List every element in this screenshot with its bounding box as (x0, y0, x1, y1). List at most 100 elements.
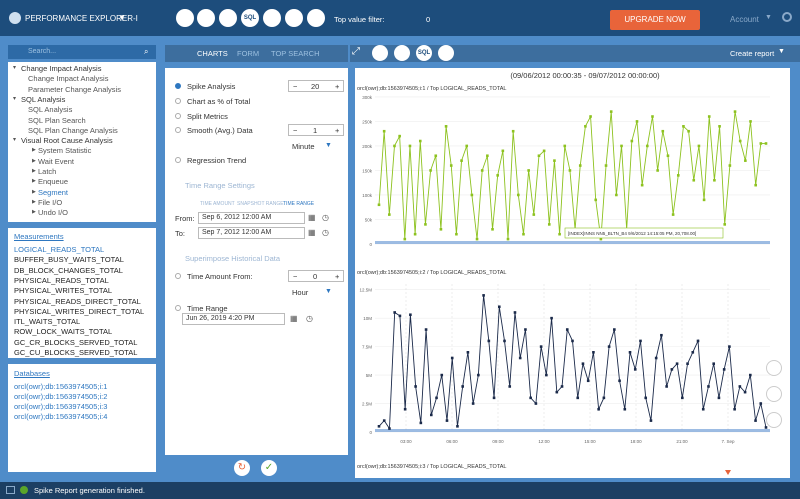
settings-icon[interactable] (782, 12, 792, 22)
form-tab[interactable]: TOP SEARCH (271, 49, 320, 58)
measurement[interactable]: PHYSICAL_WRITES_TOTAL (14, 286, 113, 296)
app-name[interactable]: PERFORMANCE EXPLORER-I (25, 14, 138, 23)
tree-item[interactable]: Enqueue (38, 177, 69, 187)
toolbar-button[interactable] (285, 9, 303, 27)
date-input[interactable]: Sep 7, 2012 12:00 AM (198, 227, 305, 239)
select-arrow[interactable]: ▼ (325, 288, 332, 295)
data-point (553, 159, 556, 162)
calendar-icon[interactable]: ▦ (290, 314, 298, 323)
tree-group[interactable]: SQL Analysis (21, 94, 66, 104)
tree-item[interactable]: Change Impact Analysis (28, 74, 109, 84)
database[interactable]: orcl(owr);db:1563974505;i:3 (14, 402, 108, 411)
tree-item[interactable]: Latch (38, 167, 57, 176)
form-tab[interactable]: FORM (237, 49, 260, 58)
spinner[interactable]: −20 + (288, 80, 344, 92)
select[interactable]: Hour (292, 288, 309, 297)
tree-item[interactable]: Segment (38, 187, 69, 197)
select-arrow[interactable]: ▼ (325, 142, 332, 149)
tree-item[interactable]: SQL Analysis (28, 105, 73, 115)
tree-group[interactable]: Change Impact Analysis (21, 64, 102, 73)
tree-group[interactable]: Visual Root Cause Analysis (21, 136, 113, 146)
account-arrow[interactable]: ▼ (765, 14, 772, 21)
measurement[interactable]: GC_CU_BLOCKS_SERVED_TOTAL (14, 348, 138, 357)
tree-toggle[interactable]: ▶ (32, 188, 36, 195)
toolbar-button[interactable] (438, 45, 454, 61)
data-point (491, 227, 494, 231)
clock-icon[interactable]: ◷ (322, 213, 329, 222)
tree-toggle[interactable]: ▶ (32, 178, 36, 185)
calendar-icon[interactable]: ▦ (308, 213, 316, 222)
toolbar-sql[interactable]: SQL (416, 45, 432, 61)
create-report[interactable]: Create report (730, 49, 775, 58)
radio[interactable] (175, 305, 181, 311)
radio[interactable] (175, 127, 181, 133)
measurement[interactable]: PHYSICAL_READS_DIRECT_TOTAL (14, 296, 141, 306)
toolbar-button[interactable] (307, 9, 325, 27)
tree-toggle[interactable]: ▾ (13, 95, 17, 102)
toolbar-button[interactable] (197, 9, 215, 27)
date-input[interactable]: Jun 26, 2019 4:20 PM (182, 313, 285, 325)
toolbar-sql[interactable]: SQL (241, 9, 259, 27)
measurement[interactable]: BUFFER_BUSY_WAITS_TOTAL (14, 255, 124, 265)
tree-item[interactable]: System Statistic (38, 146, 92, 156)
tree-item[interactable]: SQL Plan Search (28, 115, 86, 125)
spinner[interactable]: −1 + (288, 124, 344, 136)
clock-icon[interactable]: ◷ (322, 228, 329, 237)
form-tab[interactable]: CHARTS (197, 49, 228, 58)
tree-item[interactable]: Undo I/O (38, 208, 69, 218)
range-tab[interactable]: SNAPSHOT RANGE (237, 201, 284, 207)
measurement[interactable]: ITL_WAITS_TOTAL (14, 317, 81, 327)
tree-toggle[interactable]: ▶ (32, 168, 36, 174)
create-report-arrow[interactable]: ▼ (778, 48, 785, 55)
database[interactable]: orcl(owr);db:1563974505;i:4 (14, 412, 108, 421)
tree-toggle[interactable]: ▶ (32, 209, 36, 216)
upgrade-button[interactable]: UPGRADE NOW (610, 10, 700, 30)
app-menu-arrow[interactable]: ▼ (118, 13, 126, 22)
search-box[interactable]: Search... ⌕ (8, 45, 156, 59)
spinner[interactable]: −0 + (288, 270, 344, 282)
measurement[interactable]: LOGICAL_READS_TOTAL (14, 245, 105, 254)
apply-button[interactable]: ✓ (261, 460, 277, 476)
measurement[interactable]: ROW_LOCK_WAITS_TOTAL (14, 327, 113, 337)
radio[interactable] (175, 157, 181, 163)
radio[interactable] (175, 113, 181, 119)
toolbar-button[interactable] (394, 45, 410, 61)
tree-toggle[interactable]: ▶ (32, 147, 36, 154)
measurement[interactable]: PHYSICAL_WRITES_DIRECT_TOTAL (14, 306, 145, 316)
tree-toggle[interactable]: ▾ (13, 137, 17, 144)
measurement[interactable]: PHYSICAL_READS_TOTAL (14, 275, 109, 285)
toolbar-button[interactable] (372, 45, 388, 61)
radio[interactable] (175, 98, 181, 104)
calendar-icon[interactable]: ▦ (308, 228, 316, 237)
database[interactable]: orcl(owr);db:1563974505;i:2 (14, 392, 108, 401)
data-point (388, 427, 391, 430)
toolbar-button[interactable] (219, 9, 237, 27)
range-tab[interactable]: TIME AMOUNT (200, 201, 235, 207)
reset-button[interactable]: ↻ (234, 460, 250, 476)
measurement[interactable]: DB_BLOCK_CHANGES_TOTAL (14, 265, 123, 275)
toolbar-button[interactable] (176, 9, 194, 27)
radio[interactable] (175, 273, 181, 279)
tree-item[interactable]: SQL Plan Change Analysis (28, 125, 118, 135)
top-value-filter[interactable]: 0 (426, 15, 431, 24)
tree-item[interactable]: Wait Event (38, 156, 74, 166)
measurement[interactable]: GC_CR_BLOCKS_SERVED_TOTAL (14, 337, 138, 347)
side-button[interactable] (766, 412, 782, 428)
search-icon[interactable]: ⌕ (144, 47, 149, 56)
tree-toggle[interactable]: ▶ (32, 157, 36, 164)
select[interactable]: Minute (292, 142, 315, 151)
tree-item[interactable]: File I/O (38, 197, 63, 207)
toolbar-button[interactable] (263, 9, 281, 27)
date-input[interactable]: Sep 6, 2012 12:00 AM (198, 212, 305, 224)
database[interactable]: orcl(owr);db:1563974505;i:1 (14, 382, 108, 391)
tree-item[interactable]: Parameter Change Analysis (28, 84, 121, 94)
tree-toggle[interactable]: ▾ (13, 65, 17, 71)
side-button[interactable] (766, 386, 782, 402)
tree-toggle[interactable]: ▶ (32, 198, 36, 205)
clock-icon[interactable]: ◷ (306, 314, 313, 323)
side-button[interactable] (766, 360, 782, 376)
expand-icon[interactable]: ⤢ (352, 46, 360, 57)
account-menu[interactable]: Account (730, 15, 759, 24)
range-tab[interactable]: TIME RANGE (283, 201, 315, 207)
radio[interactable] (175, 83, 181, 89)
